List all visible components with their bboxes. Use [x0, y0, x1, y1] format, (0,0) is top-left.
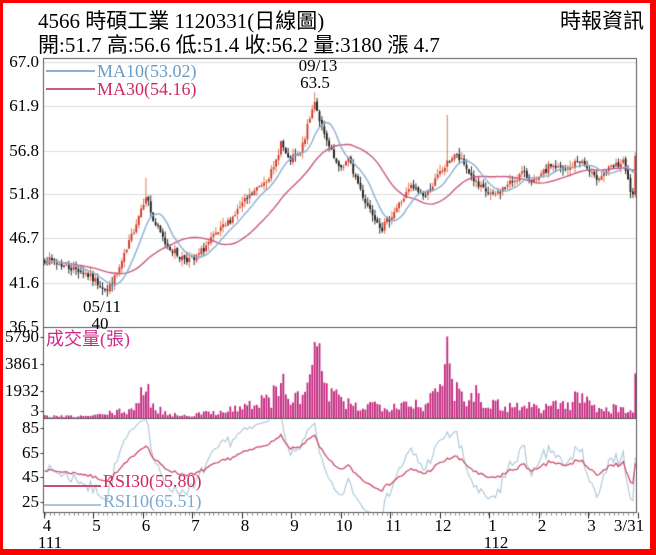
month-label: 1 [488, 516, 497, 535]
rsi30-legend-label: RSI30(55.80) [103, 471, 202, 491]
month-label: 4 [42, 516, 52, 535]
frame-border-bottom [0, 549, 656, 555]
ma30-legend-label: MA30(54.16) [97, 79, 197, 99]
page-title: 4566 時碩工業 1120331(日線圖) [38, 9, 325, 33]
year-label: 112 [483, 533, 509, 552]
rsi30-legend-line [44, 485, 101, 487]
month-label: 11 [385, 516, 402, 535]
month-label: 3/31 [613, 516, 645, 535]
rsi-tick-label: 65 [22, 442, 39, 462]
volume-tick-label: 3 [30, 401, 40, 420]
month-label: 10 [335, 516, 353, 535]
volume-pane-label: 成交量(張) [46, 329, 130, 349]
month-label: 7 [191, 516, 200, 535]
price-tick-label: 36.5 [9, 317, 39, 337]
price-tick-label: 61.9 [9, 96, 39, 116]
price-tick-label: 41.6 [9, 272, 39, 292]
quote-summary: 開:51.7 高:56.6 低:51.4 收:56.2 量:3180 漲 4.7 [38, 33, 440, 57]
annotation-high-date: 09/13 [298, 56, 338, 75]
rsi-tick-label: 25 [22, 491, 39, 511]
ma10-legend-line [46, 70, 95, 72]
month-label: 9 [290, 516, 299, 535]
price-tick-label: 56.8 [9, 140, 39, 160]
month-label: 3 [587, 516, 596, 535]
price-tick-label: 46.7 [9, 228, 39, 248]
source-label: 時報資訊 [560, 9, 644, 33]
ma30-legend-line [46, 88, 95, 90]
annotation-low-value: 40 [91, 314, 109, 333]
ma10-legend-label: MA10(53.02) [97, 61, 197, 81]
month-label: 2 [537, 516, 547, 535]
frame-border-right [650, 0, 656, 555]
volume-tick-label: 3861 [5, 353, 39, 373]
price-tick-label: 67.0 [9, 52, 39, 71]
volume-tick-label: 1932 [5, 381, 39, 401]
rsi-tick-label: 85 [22, 418, 39, 437]
volume-tick-label: 5790 [5, 326, 39, 346]
month-label: 12 [434, 516, 452, 535]
rsi-tick-label: 45 [22, 467, 39, 487]
month-label: 8 [240, 516, 250, 535]
year-label: 111 [37, 533, 63, 552]
month-label: 5 [92, 516, 101, 535]
frame-border-left [0, 0, 3, 555]
month-label: 6 [141, 516, 151, 535]
frame-border-top [0, 0, 656, 3]
annotation-low-date: 05/11 [82, 297, 122, 316]
annotation-high-value: 63.5 [300, 73, 330, 92]
price-tick-label: 51.8 [9, 184, 39, 204]
rsi10-legend-label: RSI10(65.51) [103, 491, 202, 511]
rsi10-legend-line [44, 504, 101, 506]
